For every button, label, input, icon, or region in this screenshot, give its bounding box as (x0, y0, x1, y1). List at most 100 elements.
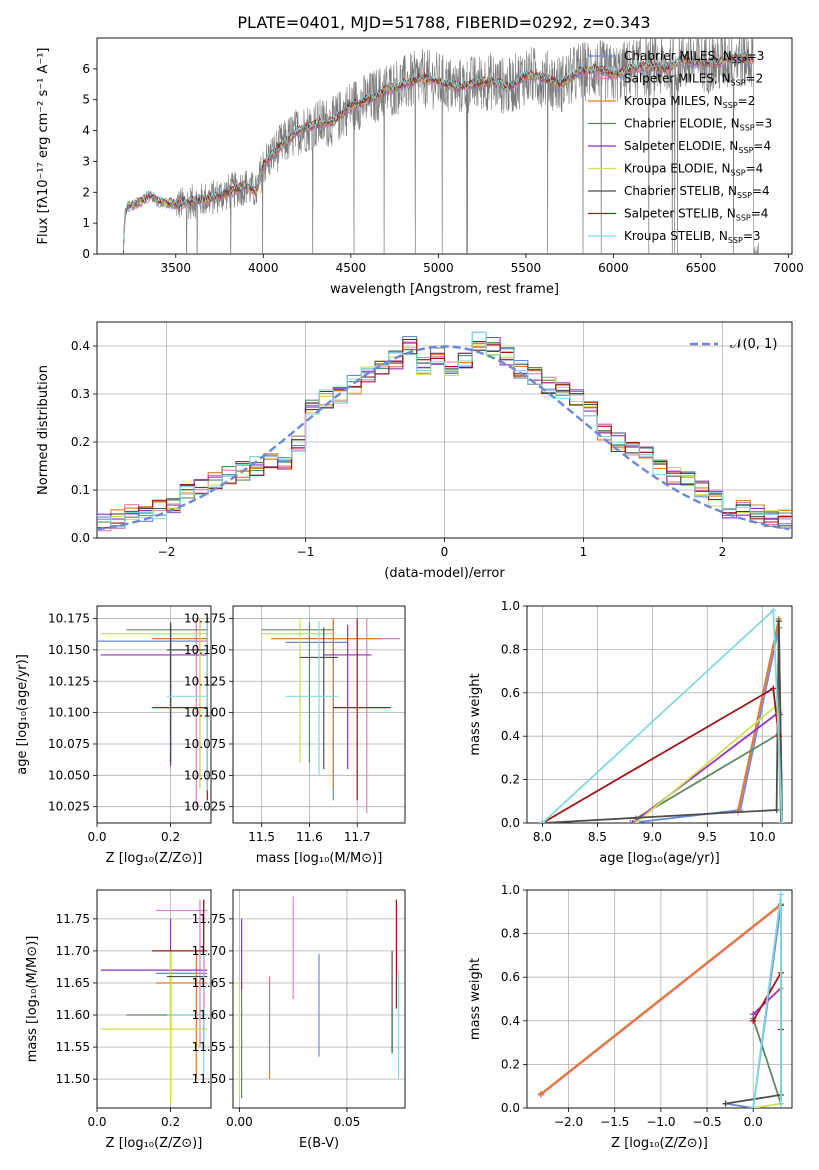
y-tick-label: 6 (82, 62, 90, 76)
weight-point (777, 891, 784, 898)
legend-subscript: SSP (736, 214, 751, 223)
weight-point (629, 820, 636, 823)
x-tick-label: 0.0 (87, 830, 106, 844)
legend-subscript: SSP (728, 236, 743, 245)
y-tick-label: 10.075 (184, 737, 226, 751)
y-tick-label: 0.0 (501, 816, 520, 830)
plot-area-age-vs-mass (261, 618, 401, 813)
plot-area-age-vs-Z (97, 618, 208, 807)
y-tick-label: 0.2 (501, 773, 520, 787)
weight-line-2 (540, 903, 782, 1095)
axes-frame (96, 889, 212, 1109)
x-tick-label: 11.6 (296, 830, 323, 844)
y-axis-label: mass weight (468, 673, 483, 755)
legend-entry-2: Kroupa MILES, NSSP=2 (624, 94, 755, 110)
x-tick-label: 0.05 (334, 1115, 361, 1129)
panel-residual-histogram: −2 −1 0 1 2 0.0 0.1 0.2 0.3 0.4 (data-model)/error… (36, 321, 793, 581)
weight-line-5 (635, 701, 783, 823)
weight-point (537, 1090, 544, 1097)
panel-age-vs-mass: 11.5 11.6 11.7 10.025 10.050 10.075 10.100 10.1… (184, 605, 406, 866)
x-axis-label: Z [log₁₀(Z/Z⊙)] (611, 1136, 708, 1151)
x-axis-label: E(B-V) (299, 1136, 339, 1151)
panel-mass-vs-EBV: 0.00 0.05 11.50 11.55 11.60 11.65 11.70 11.75 E(… (192, 889, 406, 1151)
weight-point (779, 820, 786, 823)
y-tick-label: 10.025 (184, 800, 226, 814)
weight-point (775, 618, 782, 625)
y-tick-label: 11.70 (192, 944, 226, 958)
x-tick-label: −1.0 (646, 1115, 675, 1129)
y-tick-label: 0.2 (71, 435, 90, 449)
y-tick-label: 11.75 (192, 912, 226, 926)
y-tick-label: 10.025 (48, 800, 90, 814)
weight-point (632, 820, 639, 823)
plot-area-weight-vs-age (539, 607, 786, 823)
y-axis-label: mass [log₁₀(M/M⊙)] (25, 936, 40, 1063)
legend-name: Salpeter ELODIE, N (624, 139, 738, 153)
legend-subscript: SSP (732, 56, 747, 65)
x-tick-label: 8.0 (533, 830, 552, 844)
y-tick-label: 10.125 (184, 674, 226, 688)
y-tick-label: 0.6 (501, 686, 520, 700)
legend-subscript: SSP (737, 191, 752, 200)
axes-frame (526, 889, 793, 1109)
y-axis-label: Normed distribution (36, 365, 51, 495)
plot-area-weight-vs-Z (537, 891, 784, 1108)
weight-line-6 (542, 621, 783, 823)
x-tick-label: 0.0 (87, 1115, 106, 1129)
plot-area-mass-vs-Z (100, 899, 208, 1105)
weight-point (773, 806, 780, 813)
weight-point (627, 820, 634, 823)
legend-entry-8: Kroupa STELIB, NSSP=3 (624, 229, 761, 245)
x-tick-label: −2 (158, 545, 176, 559)
y-tick-label: 10.175 (48, 612, 90, 626)
y-tick-label: 11.60 (192, 1008, 226, 1022)
y-axis-label: Flux [fλ10⁻¹⁷ erg cm⁻² s⁻¹ A⁻¹] (36, 48, 51, 245)
x-axis-label: wavelength [Angstrom, rest frame] (330, 282, 559, 297)
x-tick-label: 4000 (248, 261, 279, 275)
y-tick-label: 0.3 (71, 387, 90, 401)
normal-reference-curve (97, 345, 790, 531)
legend-entry-7: Salpeter STELIB, NSSP=4 (624, 207, 768, 223)
y-tick-label: 11.65 (56, 976, 90, 990)
legend-normal: 𝒩(0, 1) (730, 337, 777, 352)
legend-name: Chabrier MILES, N (624, 49, 732, 63)
y-tick-label: 10.150 (184, 643, 226, 657)
weight-line-0 (725, 905, 782, 1108)
legend-nssp: =4 (746, 162, 764, 176)
y-tick-label: 1.0 (501, 599, 520, 613)
legend-name: Chabrier ELODIE, N (624, 117, 740, 131)
spectrum-data-line (123, 38, 759, 254)
y-tick-label: 0.4 (501, 1014, 520, 1028)
plot-area-mass-vs-EBV (238, 896, 400, 1099)
y-tick-label: 5 (82, 93, 90, 107)
y-tick-label: 4 (82, 124, 90, 138)
legend-nssp: =4 (753, 139, 771, 153)
legend-entry-0: Chabrier MILES, NSSP=3 (624, 49, 764, 65)
y-tick-label: 1 (82, 216, 90, 230)
axes-frame (96, 37, 793, 255)
legend-name: Kroupa MILES, N (624, 94, 723, 108)
x-tick-label: 4500 (336, 261, 367, 275)
x-axis-label: age [log₁₀(age/yr)] (599, 851, 720, 866)
legend-subscript: SSP (723, 101, 738, 110)
weight-point (770, 607, 777, 614)
legend-name: Chabrier STELIB, N (624, 184, 737, 198)
spectrum-model-line-6 (122, 52, 754, 250)
weight-point (750, 1105, 757, 1108)
legend-subscript: SSP (731, 79, 746, 88)
x-tick-label: 5500 (511, 261, 542, 275)
plot-area-spectrum (122, 38, 759, 254)
x-tick-label: 6000 (598, 261, 629, 275)
panels: 3500 4000 4500 5000 5500 6000 6500 7000 0 1 2 3 4 5 6 w… (15, 37, 804, 1151)
panel-spectrum: 3500 4000 4500 5000 5500 6000 6500 7000 0 1 2 3 4 5 6 w… (36, 37, 804, 297)
legend-nssp: =3 (747, 49, 765, 63)
y-tick-label: 10.100 (48, 706, 90, 720)
x-tick-label: −2.0 (554, 1115, 583, 1129)
y-tick-label: 10.175 (184, 612, 226, 626)
y-tick-label: 2 (82, 185, 90, 199)
legend-entry-6: Chabrier STELIB, NSSP=4 (624, 184, 770, 200)
y-tick-label: 11.55 (56, 1040, 90, 1054)
y-tick-label: 0.2 (501, 1057, 520, 1071)
